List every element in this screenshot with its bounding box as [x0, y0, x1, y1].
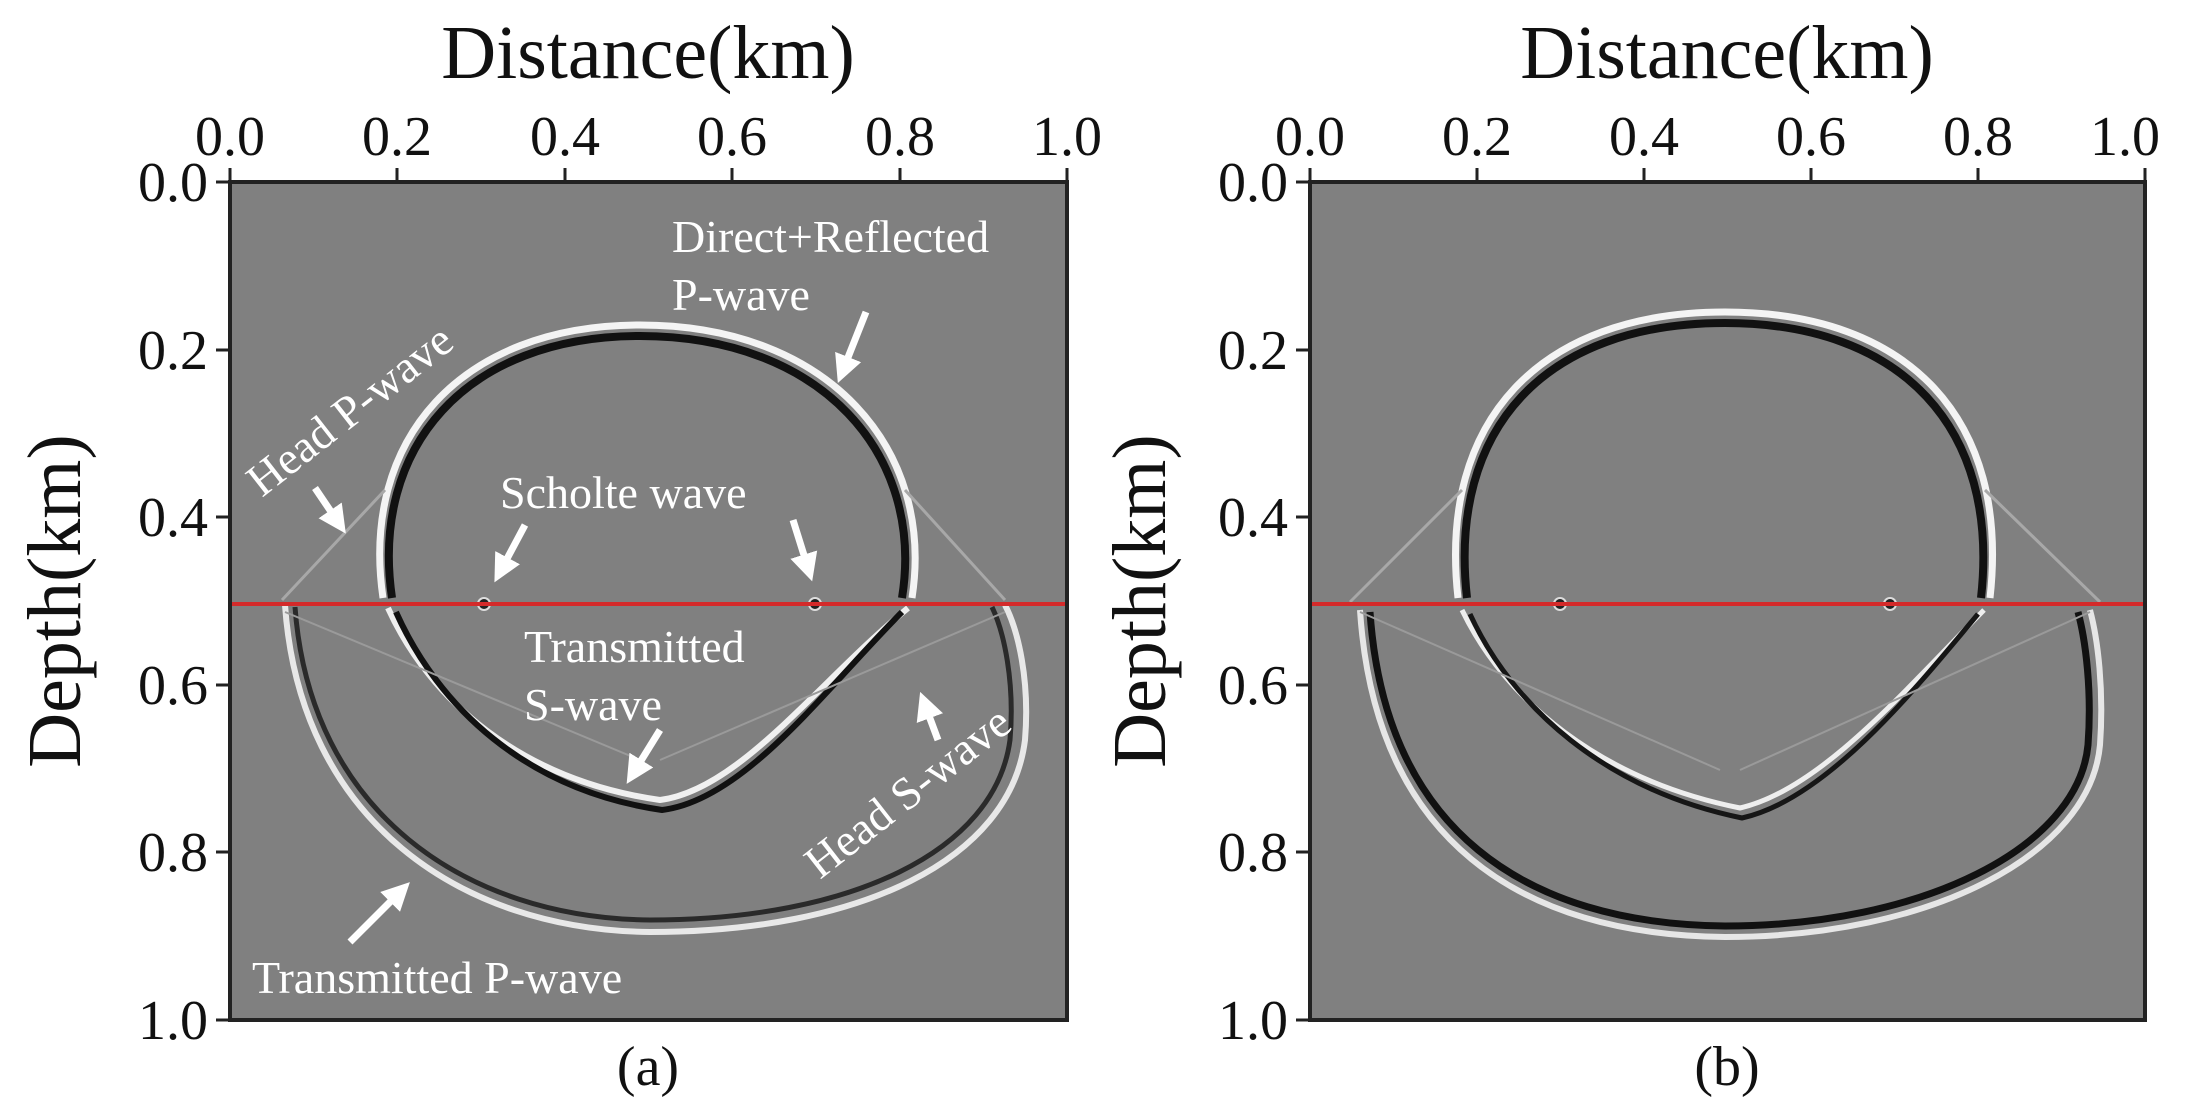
- head-p-wavefront-left: [1348, 488, 1464, 604]
- transmitted-p-wavefront-dark: [292, 605, 1014, 923]
- direct-reflected-arrow: [835, 310, 870, 384]
- x-tick-label: 0.2: [1442, 106, 1512, 168]
- panel-a-y-axis-title: Depth(km): [13, 434, 97, 767]
- head-p-arrow: [312, 486, 346, 534]
- panel-b-frame: [1308, 180, 2147, 1022]
- head-p-wavefront-right: [1983, 488, 2102, 604]
- x-tick-label: 0.8: [865, 106, 935, 168]
- panel-b-plot-area: [1310, 182, 2145, 1020]
- y-tick-label: 0.0: [1218, 152, 1288, 214]
- head-s-wavefront-left: [284, 611, 641, 761]
- panel-b-tick-marks: [1296, 168, 2147, 1022]
- x-tick-label: 0.0: [195, 106, 265, 168]
- x-tick-label: 0.6: [697, 106, 767, 168]
- transmitted-p-arrow: [347, 882, 410, 945]
- x-tick-label: 1.0: [2090, 106, 2160, 168]
- y-tick-label: 0.6: [138, 655, 208, 717]
- direct-p-wavefront-dark: [384, 331, 910, 599]
- transmitted-s-wavefront-dark: [393, 609, 905, 814]
- x-tick-label: 0.0: [1275, 106, 1345, 168]
- panel-a-x-axis-title: Distance(km): [441, 11, 855, 95]
- panel-b-y-tick-labels: 0.0 0.2 0.4 0.6 0.8 1.0: [1218, 152, 1288, 1052]
- panel-a-y-tick-labels: 0.0 0.2 0.4 0.6 0.8 1.0: [138, 152, 208, 1052]
- y-tick-label: 1.0: [1218, 990, 1288, 1052]
- y-tick-label: 1.0: [138, 990, 208, 1052]
- transmitted-s-arrow: [626, 728, 663, 784]
- scholte-arrow-right: [789, 518, 818, 582]
- y-tick-label: 0.4: [1218, 487, 1288, 549]
- direct-reflected-label-line1: Direct+Reflected: [672, 211, 989, 262]
- head-s-wavefront-left: [1359, 611, 1721, 771]
- y-tick-label: 0.2: [1218, 320, 1288, 382]
- x-tick-label: 0.4: [530, 106, 600, 168]
- direct-p-wavefront: [376, 321, 919, 599]
- transmitted-s-label-line2: S-wave: [524, 679, 662, 730]
- scholte-label: Scholte wave: [500, 467, 747, 518]
- head-s-wavefront-right: [659, 611, 1006, 761]
- direct-p-wavefront: [1452, 308, 1997, 599]
- transmitted-p-wavefront: [1357, 609, 2105, 941]
- head-s-arrow: [916, 691, 943, 742]
- direct-p-wavefront-dark: [1460, 318, 1988, 599]
- y-tick-label: 0.4: [138, 487, 208, 549]
- head-p-wavefront-left: [280, 488, 387, 602]
- panel-a-frame: [228, 180, 1069, 1022]
- panel-b-x-axis-title: Distance(km): [1520, 11, 1934, 95]
- transmitted-p-wavefront-dark: [1366, 611, 2093, 930]
- x-tick-label: 0.6: [1776, 106, 1846, 168]
- panel-b-y-axis-title: Depth(km): [1098, 434, 1182, 767]
- y-tick-label: 0.8: [138, 822, 208, 884]
- panel-a-plot-area: [230, 182, 1067, 1020]
- panel-b: 0.0 0.2 0.4 0.6 0.8 1.0 0.0 0.2 0.4 0.6 …: [1098, 11, 2160, 1098]
- transmitted-p-label: Transmitted P-wave: [252, 952, 622, 1003]
- transmitted-s-label-line1: Transmitted: [524, 621, 745, 672]
- y-tick-label: 0.8: [1218, 822, 1288, 884]
- transmitted-p-wavefront: [282, 603, 1030, 936]
- y-tick-label: 0.6: [1218, 655, 1288, 717]
- panel-b-label: (b): [1694, 1036, 1759, 1098]
- x-tick-label: 1.0: [1032, 106, 1102, 168]
- head-p-wavefront-right: [903, 488, 1007, 602]
- scholte-arrow-left: [494, 523, 529, 583]
- x-tick-label: 0.4: [1609, 106, 1679, 168]
- panel-a-tick-marks: [216, 168, 1069, 1022]
- y-tick-label: 0.0: [138, 152, 208, 214]
- head-s-wavefront-right: [1739, 611, 2091, 771]
- x-tick-label: 0.2: [362, 106, 432, 168]
- panel-a-wavefronts: [280, 321, 1030, 936]
- y-tick-label: 0.2: [138, 320, 208, 382]
- panel-b-x-tick-labels: 0.0 0.2 0.4 0.6 0.8 1.0: [1275, 106, 2160, 168]
- x-tick-label: 0.8: [1943, 106, 2013, 168]
- panel-a-x-tick-labels: 0.0 0.2 0.4 0.6 0.8 1.0: [195, 106, 1102, 168]
- panel-a: 0.0 0.2 0.4 0.6 0.8 1.0 0.0 0.2 0.4 0.6 …: [13, 11, 1102, 1098]
- direct-reflected-label-line2: P-wave: [672, 269, 810, 320]
- transmitted-s-wavefront-dark: [1467, 612, 1980, 821]
- panel-a-label: (a): [617, 1036, 679, 1098]
